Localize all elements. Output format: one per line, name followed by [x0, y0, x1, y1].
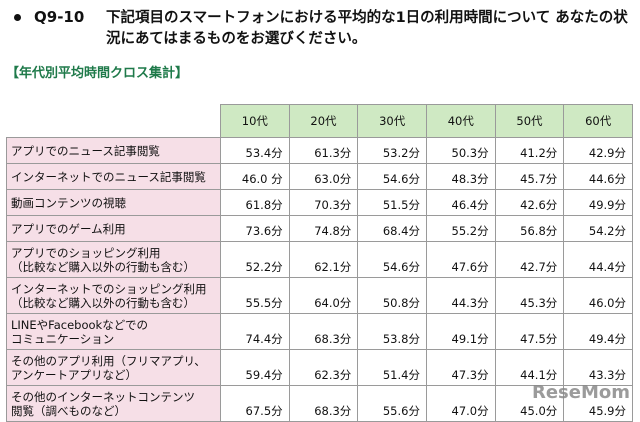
- watermark-logo: ReseMom: [531, 382, 630, 403]
- cell-value: 46.0分: [563, 277, 633, 314]
- cell-value: 56.8分: [494, 215, 565, 242]
- cell-value: 62.3分: [288, 349, 359, 386]
- row-label: アプリでのショッピング利用 （比較など購入以外の行動も含む）: [6, 241, 221, 278]
- cell-value: 53.2分: [357, 137, 427, 164]
- row-label: LINEやFacebookなどでの コミュニケーション: [6, 313, 221, 350]
- cell-value: 50.3分: [425, 137, 496, 164]
- cell-value: 68.3分: [288, 313, 359, 350]
- cell-value: 46.0 分: [220, 163, 290, 190]
- cell-value: 49.4分: [563, 313, 633, 350]
- table-row: LINEやFacebookなどでの コミュニケーション 74.4分 68.3分 5…: [6, 313, 633, 350]
- cell-value: 45.3分: [494, 277, 565, 314]
- row-label: その他のアプリ利用（フリマアプリ、 アンケートアプリなど）: [6, 349, 221, 386]
- header-corner: [6, 104, 221, 138]
- table-row: アプリでのゲーム利用 73.6分 74.8分 68.4分 55.2分 56.8分…: [6, 215, 633, 242]
- cell-value: 55.2分: [425, 215, 496, 242]
- cell-value: 48.3分: [425, 163, 496, 190]
- table-row: 動画コンテンツの視聴 61.8分 70.3分 51.5分 46.4分 42.6分…: [6, 189, 633, 216]
- cell-value: 47.6分: [425, 241, 496, 278]
- cell-value: 51.4分: [357, 349, 427, 386]
- header-age: 50代: [494, 104, 565, 138]
- bullet-icon: [14, 14, 21, 21]
- cell-value: 43.3分: [563, 349, 633, 386]
- cell-value: 68.4分: [357, 215, 427, 242]
- cell-value: 42.6分: [494, 189, 565, 216]
- cell-value: 59.4分: [220, 349, 290, 386]
- cell-value: 55.5分: [220, 277, 290, 314]
- table-row: その他のアプリ利用（フリマアプリ、 アンケートアプリなど） 59.4分 62.3分…: [6, 349, 633, 386]
- question-number: Q9-10: [34, 8, 85, 26]
- table-row: アプリでのニュース記事閲覧 53.4分 61.3分 53.2分 50.3分 41…: [6, 137, 633, 164]
- cell-value: 70.3分: [288, 189, 359, 216]
- cell-value: 62.1分: [288, 241, 359, 278]
- header-row: 10代 20代 30代 40代 50代 60代: [6, 104, 633, 138]
- cell-value: 44.6分: [563, 163, 633, 190]
- cross-tabulation-table: 10代 20代 30代 40代 50代 60代 アプリでのニュース記事閲覧 53…: [6, 104, 633, 422]
- table-subtitle: 【年代別平均時間クロス集計】: [6, 66, 189, 81]
- header-age: 30代: [357, 104, 427, 138]
- cell-value: 74.4分: [220, 313, 290, 350]
- cell-value: 49.9分: [563, 189, 633, 216]
- table-row: アプリでのショッピング利用 （比較など購入以外の行動も含む） 52.2分 62.1…: [6, 241, 633, 278]
- table-row: インターネットでのニュース記事閲覧 46.0 分 63.0分 54.6分 48.…: [6, 163, 633, 190]
- row-label: インターネットでのショッピング利用 （比較など購入以外の行動も含む）: [6, 277, 221, 314]
- cell-value: 47.3分: [425, 349, 496, 386]
- cell-value: 47.5分: [494, 313, 565, 350]
- header-age: 40代: [425, 104, 496, 138]
- row-label: インターネットでのニュース記事閲覧: [6, 163, 221, 190]
- cell-value: 61.3分: [288, 137, 359, 164]
- row-label: 動画コンテンツの視聴: [6, 189, 221, 216]
- cell-value: 53.4分: [220, 137, 290, 164]
- cell-value: 46.4分: [425, 189, 496, 216]
- header-age: 60代: [563, 104, 633, 138]
- cell-value: 44.3分: [425, 277, 496, 314]
- cell-value: 42.7分: [494, 241, 565, 278]
- cell-value: 64.0分: [288, 277, 359, 314]
- cell-value: 54.6分: [357, 163, 427, 190]
- cell-value: 54.2分: [563, 215, 633, 242]
- cell-value: 41.2分: [494, 137, 565, 164]
- cell-value: 51.5分: [357, 189, 427, 216]
- cell-value: 61.8分: [220, 189, 290, 216]
- cell-value: 44.4分: [563, 241, 633, 278]
- cell-value: 52.2分: [220, 241, 290, 278]
- cell-value: 67.5分: [220, 385, 290, 422]
- cell-value: 50.8分: [357, 277, 427, 314]
- question-text: 下記項目のスマートフォンにおける平均的な1日の利用時間について あなたの状況にあ…: [106, 10, 628, 47]
- cell-value: 44.1分: [494, 349, 565, 386]
- cell-value: 63.0分: [288, 163, 359, 190]
- cell-value: 45.7分: [494, 163, 565, 190]
- cell-value: 49.1分: [425, 313, 496, 350]
- cell-value: 53.8分: [357, 313, 427, 350]
- table-row: インターネットでのショッピング利用 （比較など購入以外の行動も含む） 55.5分 …: [6, 277, 633, 314]
- header-age: 10代: [220, 104, 290, 138]
- row-label: アプリでのニュース記事閲覧: [6, 137, 221, 164]
- cell-value: 54.6分: [357, 241, 427, 278]
- header-age: 20代: [288, 104, 359, 138]
- cell-value: 55.6分: [357, 385, 427, 422]
- cell-value: 47.0分: [425, 385, 496, 422]
- cell-value: 42.9分: [563, 137, 633, 164]
- row-label: アプリでのゲーム利用: [6, 215, 221, 242]
- cell-value: 74.8分: [288, 215, 359, 242]
- cell-value: 68.3分: [288, 385, 359, 422]
- row-label: その他のインターネットコンテンツ 閲覧（調べものなど）: [6, 385, 221, 422]
- cell-value: 73.6分: [220, 215, 290, 242]
